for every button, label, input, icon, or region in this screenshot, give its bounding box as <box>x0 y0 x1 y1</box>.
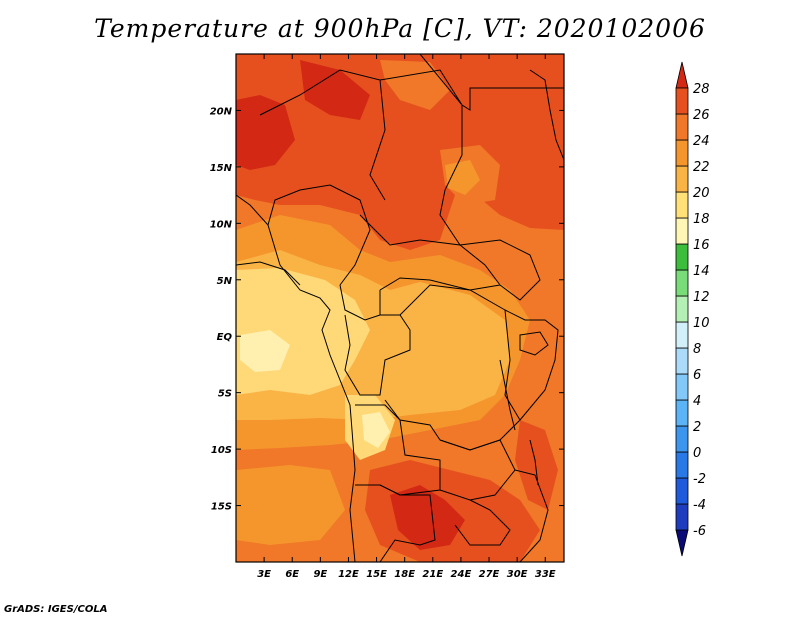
border-congo <box>344 314 411 396</box>
colorbar-label: 12 <box>693 290 710 305</box>
y-tick-label: 10S <box>211 445 232 456</box>
colorbar-label: 2 <box>693 420 701 435</box>
x-tick-label: 30E <box>507 569 528 580</box>
colorbar-label: 6 <box>693 368 701 383</box>
temp-band-22-south-ocean <box>236 465 345 545</box>
colorbar-box <box>675 425 689 453</box>
x-tick-label: 33E <box>535 569 556 580</box>
y-tick-label: 15S <box>211 502 232 513</box>
x-tick-label: 21E <box>422 569 443 580</box>
lake-malawi <box>529 439 539 486</box>
border-namibia <box>355 484 436 562</box>
border-zimbabwe <box>454 499 511 546</box>
border-car <box>359 214 501 291</box>
red-sea-coast <box>529 69 564 161</box>
colorbar-label: 20 <box>693 186 710 201</box>
colorbar-box <box>675 243 689 271</box>
colorbar-label: 28 <box>693 82 710 97</box>
y-tick-label: 20N <box>210 106 233 117</box>
colorbar-box <box>675 191 689 219</box>
x-tick-label: 15E <box>366 569 387 580</box>
y-tick-label: 5S <box>218 389 232 400</box>
colorbar-high-arrow <box>675 61 689 89</box>
colorbar-low-arrow <box>675 529 689 557</box>
temp-band-22-northeast <box>445 160 480 195</box>
colorbar-label: 26 <box>693 108 710 123</box>
colorbar-label: 24 <box>693 134 710 149</box>
colorbar-box <box>675 399 689 427</box>
temp-band-28-south <box>390 485 465 550</box>
colorbar-box <box>675 113 689 141</box>
colorbar-label: 18 <box>693 212 710 227</box>
colorbar-box <box>675 321 689 349</box>
coastline-gulf <box>236 261 301 286</box>
y-tick-label: 5N <box>217 276 233 287</box>
border-nigeria <box>267 184 371 286</box>
y-tick-label: 10N <box>210 219 233 230</box>
y-tick-label: 15N <box>210 163 233 174</box>
temp-band-26-east <box>515 420 558 510</box>
lake-tanganyika <box>499 359 516 431</box>
border-mozambique <box>514 469 549 562</box>
x-tick-label: 9E <box>313 569 327 580</box>
colorbar-box <box>675 347 689 375</box>
grads-credit: GrADS: IGES/COLA <box>4 604 108 615</box>
colorbar-label: 8 <box>693 342 701 357</box>
lake-victoria <box>519 331 549 356</box>
map-title: Temperature at 900hPa [C], VT: 202010200… <box>94 14 706 43</box>
colorbar-label: 16 <box>693 238 710 253</box>
x-tick-label: 24E <box>451 569 472 580</box>
colorbar-box <box>675 477 689 505</box>
colorbar-label: -6 <box>693 524 706 539</box>
colorbar-box <box>675 451 689 479</box>
colorbar-label: 10 <box>693 316 710 331</box>
temp-band-16-gabon <box>240 330 290 372</box>
colorbar-label: 4 <box>693 394 701 409</box>
border-chad-sudan <box>379 69 463 246</box>
x-tick-label: 6E <box>285 569 299 580</box>
colorbar-label: 0 <box>693 446 701 461</box>
coastline-west <box>236 194 356 562</box>
x-tick-label: 3E <box>257 569 271 580</box>
x-tick-label: 18E <box>394 569 415 580</box>
colorbar-box <box>675 295 689 323</box>
colorbar-box <box>675 165 689 193</box>
colorbar-label: 14 <box>693 264 710 279</box>
border-libya-egypt <box>419 54 564 111</box>
x-tick-label: 12E <box>338 569 359 580</box>
x-tick-label: 27E <box>479 569 500 580</box>
colorbar-box <box>675 503 689 531</box>
colorbar-box <box>675 269 689 297</box>
country-borders <box>236 54 564 562</box>
temp-band-24-north-patch <box>380 60 450 110</box>
colorbar-label: 22 <box>693 160 710 175</box>
colorbar-label: -2 <box>693 472 706 487</box>
axis-ticks: 3E 6E 9E 12E 15E 18E 21E 24E 27E 30E 33E 20N 15N 10N 5… <box>210 54 564 580</box>
border-south-sudan <box>459 239 541 301</box>
colorbar-box <box>675 217 689 245</box>
border-cameroon <box>339 284 381 321</box>
temp-band-16-angola <box>362 412 390 448</box>
colorbar-box <box>675 139 689 167</box>
colorbar-box <box>675 373 689 401</box>
colorbar-box <box>675 87 689 115</box>
temp-band-28-west <box>236 95 295 170</box>
temp-band-28-sahara <box>300 60 370 120</box>
border-east-africa <box>504 309 559 421</box>
temperature-field <box>236 54 564 562</box>
colorbar-label: -4 <box>693 498 706 513</box>
map-frame <box>235 53 565 563</box>
y-tick-label: EQ <box>217 332 233 343</box>
